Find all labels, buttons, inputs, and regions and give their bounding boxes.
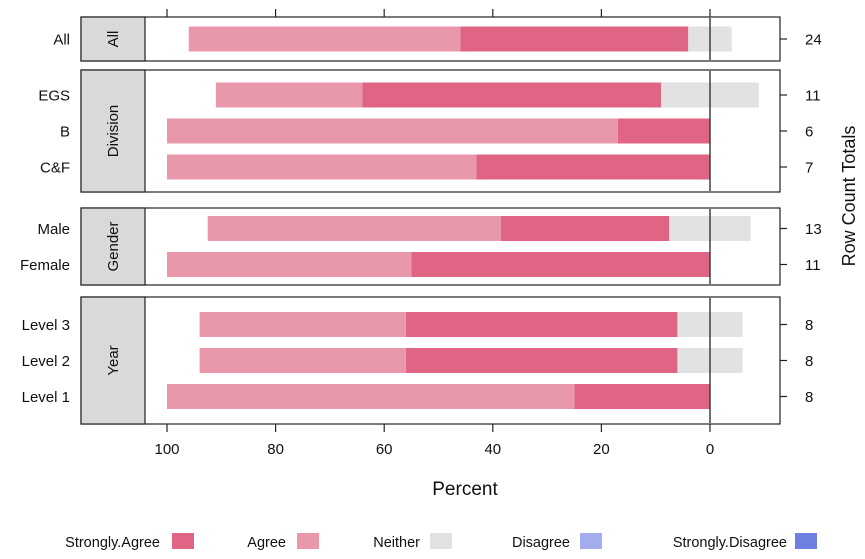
legend: Strongly.Agree Agree Neither Disagree Strong… (65, 533, 817, 551)
x-tick-label: 40 (484, 441, 501, 458)
legend-item-agree: Agree (247, 533, 319, 551)
row-label: Male (37, 221, 70, 238)
panel-all: All All 24 (53, 16, 822, 62)
bar-segment-strongly-agree (405, 348, 678, 373)
row-label: Level 1 (22, 389, 70, 406)
bar-segment-agree (215, 82, 363, 108)
panel-strip (80, 207, 146, 286)
bar-segment-agree (207, 216, 501, 241)
bar-segment-strongly-agree (362, 82, 662, 108)
legend-label: Strongly.Disagree (673, 535, 787, 551)
row-total-label: 6 (805, 124, 813, 141)
row-level-3: Level 3 8 (22, 312, 813, 337)
legend-item-neither: Neither (373, 533, 452, 551)
bar-segment-agree (167, 118, 618, 144)
row-label: B (60, 124, 70, 141)
row-total-label: 11 (805, 257, 821, 274)
right-axis-title: Row Count Totals (839, 126, 859, 267)
row-total-label: 11 (805, 88, 821, 105)
row-total-label: 8 (805, 353, 813, 370)
bar-segment-agree (167, 384, 575, 409)
legend-swatch (172, 533, 194, 549)
panel-strip (80, 69, 146, 193)
bar-segment-strongly-agree (460, 26, 689, 52)
x-axis: 100 80 60 40 20 0 (154, 9, 714, 458)
row-total-label: 24 (805, 32, 822, 49)
panel-strip (80, 16, 146, 62)
panel-strip-label: Year (105, 345, 122, 375)
bar-segment-agree (199, 312, 406, 337)
panel-strip-label: All (105, 31, 122, 48)
row-label: C&F (40, 160, 70, 177)
panel-year: Year Level 3 8 Level 2 8 Level 1 8 (22, 296, 813, 425)
legend-label: Agree (247, 535, 286, 551)
row-total-label: 13 (805, 221, 822, 238)
row-all: All 24 (53, 26, 822, 52)
x-tick-label: 0 (706, 441, 714, 458)
row-label: Female (20, 257, 70, 274)
row-c-f: C&F 7 (40, 154, 813, 180)
row-total-label: 8 (805, 317, 813, 334)
legend-label: Neither (373, 535, 420, 551)
panel-strip-label: Division (105, 105, 122, 158)
x-tick-label: 20 (593, 441, 610, 458)
bar-segment-strongly-agree (574, 384, 710, 409)
legend-label: Strongly.Agree (65, 535, 160, 551)
bar-segment-strongly-agree (411, 252, 710, 277)
x-tick-label: 60 (376, 441, 393, 458)
bar-segment-agree (199, 348, 406, 373)
row-label: EGS (38, 88, 70, 105)
x-axis-title: Percent (432, 479, 498, 500)
row-female: Female 11 (20, 252, 821, 277)
bar-segment-strongly-agree (476, 154, 710, 180)
row-label: Level 3 (22, 317, 70, 334)
panel-strip-label: Gender (105, 221, 122, 271)
bar-segment-strongly-agree (617, 118, 710, 144)
row-label: All (53, 32, 70, 49)
bar-segment-strongly-agree (405, 312, 678, 337)
x-tick-label: 80 (267, 441, 284, 458)
legend-swatch (430, 533, 452, 549)
row-total-label: 7 (805, 160, 813, 177)
legend-swatch (580, 533, 602, 549)
x-tick-label: 100 (154, 441, 179, 458)
legend-swatch (795, 533, 817, 549)
legend-swatch (297, 533, 319, 549)
panel-strip (80, 296, 146, 425)
bar-segment-agree (188, 26, 461, 52)
row-label: Level 2 (22, 353, 70, 370)
bar-segment-agree (167, 252, 412, 277)
row-total-label: 8 (805, 389, 813, 406)
row-level-1: Level 1 8 (22, 384, 813, 409)
legend-item-strongly-agree: Strongly.Agree (65, 533, 194, 551)
row-level-2: Level 2 8 (22, 348, 813, 373)
legend-item-disagree: Disagree (512, 533, 602, 551)
bar-segment-strongly-agree (500, 216, 670, 241)
legend-label: Disagree (512, 535, 570, 551)
panel-gender: Gender Male 13 Female 11 (20, 207, 822, 286)
legend-item-strongly-disagree: Strongly.Disagree (673, 533, 817, 551)
bar-segment-agree (167, 154, 477, 180)
